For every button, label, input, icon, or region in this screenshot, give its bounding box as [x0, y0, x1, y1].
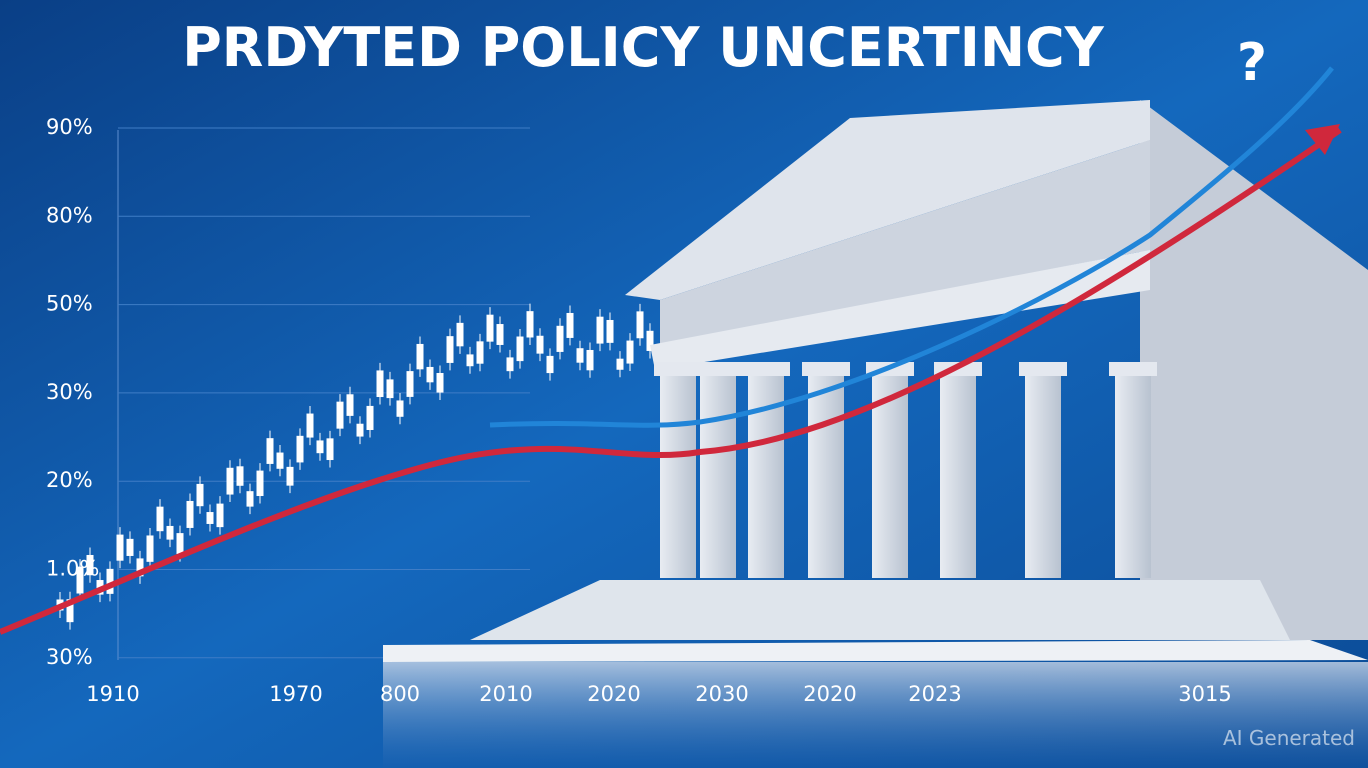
- x-axis-label: 2020: [587, 682, 640, 706]
- candle-body: [346, 394, 354, 416]
- x-axis-label: 2010: [479, 682, 532, 706]
- candle-body: [536, 335, 544, 354]
- column-capital: [802, 362, 850, 376]
- x-axis-label: 800: [380, 682, 420, 706]
- candle-body: [626, 340, 634, 364]
- candle-body: [486, 314, 494, 342]
- y-axis-label: 90%: [46, 115, 93, 139]
- candle-body: [246, 491, 254, 507]
- candle-body: [276, 452, 284, 469]
- candle-body: [336, 401, 344, 429]
- candle-body: [446, 336, 454, 363]
- candle-body: [606, 319, 614, 343]
- candle-body: [366, 405, 374, 430]
- candle-body: [106, 568, 114, 594]
- x-axis-label: 1910: [86, 682, 139, 706]
- candle-body: [316, 440, 324, 454]
- candle-body: [426, 366, 434, 383]
- blue-trend: [489, 66, 1334, 428]
- candle-body: [436, 372, 444, 393]
- candle-body: [566, 312, 574, 338]
- red-trend: [0, 127, 1342, 635]
- candle-body: [596, 316, 604, 344]
- column: [660, 370, 696, 578]
- question-mark: ?: [1237, 33, 1267, 93]
- candle-body: [156, 506, 164, 532]
- x-axis-label: 3015: [1178, 682, 1231, 706]
- column-capital: [1109, 362, 1157, 376]
- candle-body: [186, 500, 194, 528]
- y-axis-label: 30%: [46, 645, 93, 669]
- candle-body: [286, 466, 294, 486]
- candle-body: [496, 324, 504, 345]
- temple: [383, 100, 1368, 768]
- y-axis-label: 30%: [46, 380, 93, 404]
- candle-body: [76, 566, 84, 594]
- candle-body: [376, 370, 384, 398]
- y-axis-label: 50%: [46, 292, 93, 316]
- candle-body: [396, 400, 404, 417]
- candle-body: [646, 330, 654, 351]
- candle-body: [296, 435, 304, 463]
- column: [700, 370, 736, 578]
- candle-body: [516, 336, 524, 362]
- candle-body: [356, 423, 364, 437]
- column-capital: [742, 362, 790, 376]
- y-axis-label: 1.0%: [46, 557, 99, 581]
- candle-body: [616, 358, 624, 370]
- candle-body: [126, 538, 134, 556]
- column: [1115, 370, 1151, 578]
- candle-body: [556, 325, 564, 352]
- column-capital: [654, 362, 702, 376]
- title: PRDYTED POLICY UNCERTINCY: [182, 16, 1104, 79]
- candle-body: [326, 438, 334, 461]
- candle-body: [86, 554, 94, 576]
- arrow-head: [1305, 124, 1340, 155]
- candle-body: [586, 349, 594, 371]
- column: [1025, 370, 1061, 578]
- candle-body: [416, 343, 424, 370]
- candle-body: [456, 322, 464, 347]
- candle-body: [146, 535, 154, 562]
- y-axis-label: 80%: [46, 203, 93, 227]
- candle-body: [206, 512, 214, 524]
- column: [940, 370, 976, 578]
- x-axis-label: 2030: [695, 682, 748, 706]
- candle-body: [636, 311, 644, 339]
- candle-body: [226, 467, 234, 495]
- grid: [118, 127, 530, 659]
- column-capital: [1019, 362, 1067, 376]
- candle-body: [546, 355, 554, 374]
- candle-body: [406, 371, 414, 397]
- x-axis-label: 2020: [803, 682, 856, 706]
- candle-body: [526, 311, 534, 338]
- candle-body: [216, 503, 224, 528]
- candle-body: [116, 534, 124, 561]
- y-axis-label: 20%: [46, 468, 93, 492]
- watermark: AI Generated: [1223, 726, 1355, 750]
- candle-body: [166, 525, 174, 540]
- column: [748, 370, 784, 578]
- candle-body: [506, 357, 514, 372]
- candle-body: [256, 470, 264, 497]
- x-axis-label: 1970: [269, 682, 322, 706]
- candle-body: [196, 483, 204, 507]
- candle-body: [306, 413, 314, 438]
- candle-body: [236, 466, 244, 486]
- candle-body: [476, 341, 484, 364]
- candle-body: [576, 348, 584, 363]
- column-capital: [694, 362, 742, 376]
- candle-body: [466, 354, 474, 367]
- candle-body: [386, 379, 394, 399]
- candle-body: [176, 533, 184, 555]
- column: [808, 370, 844, 578]
- x-axis-label: 2023: [908, 682, 961, 706]
- candle-body: [266, 438, 274, 464]
